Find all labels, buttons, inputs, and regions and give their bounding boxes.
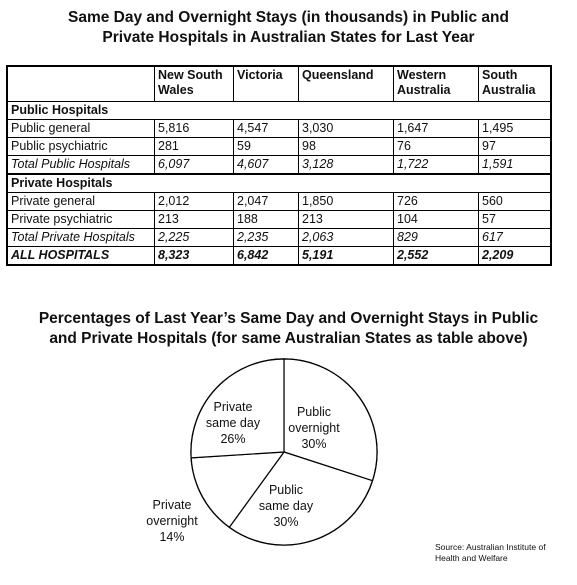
table-cell: 617 [478, 228, 552, 247]
slice-label-line: Public [269, 483, 303, 497]
row-label: ALL HOSPITALS [6, 246, 155, 266]
table-row: Total Private Hospitals 2,225 2,235 2,063 82… [6, 228, 552, 247]
slice-label-line: Public [297, 405, 331, 419]
table-cell: 5,816 [154, 119, 234, 138]
table-cell: 2,209 [478, 246, 552, 266]
column-header: Western Australia [393, 65, 479, 102]
slice-label: Public same day 30% [259, 483, 314, 529]
row-label: Total Private Hospitals [6, 228, 155, 247]
pie-title-line-1: Percentages of Last Year’s Same Day and … [38, 310, 539, 327]
pie-title-line-2: and Private Hospitals (for same Australi… [49, 330, 528, 347]
table-row: ALL HOSPITALS 8,323 6,842 5,191 2,552 2,209 [6, 246, 552, 266]
pie-slice [190, 451, 286, 529]
source-line-2: Health and Welfare [435, 553, 508, 563]
table-cell: 76 [393, 137, 479, 156]
slice-label-line: same day [206, 416, 261, 430]
table-cell: 2,063 [298, 228, 394, 247]
table-cell: 5,191 [298, 246, 394, 266]
table-title: Same Day and Overnight Stays (in thousan… [0, 8, 577, 48]
row-label: Public psychiatric [6, 137, 155, 156]
table-cell: 2,552 [393, 246, 479, 266]
table-row: Public psychiatric 281 59 98 76 97 [6, 137, 552, 156]
table-title-line-1: Same Day and Overnight Stays (in thousan… [68, 9, 509, 26]
slice-label-line: Private [214, 400, 253, 414]
table-cell: 4,607 [233, 155, 299, 175]
slice-label-line: 30% [273, 515, 298, 529]
table-title-line-2: Private Hospitals in Australian States f… [102, 29, 475, 46]
slice-label-line: Private [153, 498, 192, 512]
row-label: Private general [6, 192, 155, 211]
pie-chart-title: Percentages of Last Year’s Same Day and … [0, 309, 577, 349]
row-label: Total Public Hospitals [6, 155, 155, 175]
table-cell: 6,842 [233, 246, 299, 266]
column-header: Queensland [298, 65, 394, 102]
pie-slice [283, 358, 378, 482]
table-cell: 8,323 [154, 246, 234, 266]
source-note: Source: Australian Institute of Health a… [435, 542, 565, 564]
slice-label-line: 26% [220, 432, 245, 446]
table-cell: 829 [393, 228, 479, 247]
table-cell: 1,591 [478, 155, 552, 175]
row-label: Public general [6, 119, 155, 138]
slice-label-line: 30% [301, 437, 326, 451]
table-body: Public Hospitals Public general 5,816 4,547… [6, 101, 552, 266]
slice-label-line: same day [259, 499, 314, 513]
table-row: Private general 2,012 2,047 1,850 726 560 [6, 192, 552, 211]
source-line-1: Source: Australian Institute of [435, 542, 546, 552]
table-cell: 188 [233, 210, 299, 229]
slice-label: Private same day 26% [206, 400, 261, 446]
column-header: Victoria [233, 65, 299, 102]
table-row: Private Hospitals [6, 173, 552, 193]
pie-slice [190, 358, 285, 459]
row-label: Private psychiatric [6, 210, 155, 229]
slice-label-line: 14% [159, 530, 184, 544]
slice-label: Public overnight 30% [288, 405, 340, 451]
table-cell: 59 [233, 137, 299, 156]
table-cell: 1,647 [393, 119, 479, 138]
hospital-stays-table: New South Wales Victoria Queensland West… [6, 65, 552, 266]
table-cell: 2,012 [154, 192, 234, 211]
table-cell: 213 [154, 210, 234, 229]
table-cell: 97 [478, 137, 552, 156]
slice-label-line: overnight [146, 514, 198, 528]
column-header: New South Wales [154, 65, 234, 102]
table-row: Total Public Hospitals 6,097 4,607 3,128 1,7… [6, 155, 552, 175]
table-cell: 2,225 [154, 228, 234, 247]
table-cell: 98 [298, 137, 394, 156]
slice-label: Private overnight 14% [146, 498, 198, 544]
pie-slice [228, 451, 374, 546]
table-cell: 2,047 [233, 192, 299, 211]
row-label: Private Hospitals [6, 173, 552, 193]
slice-label-line: overnight [288, 421, 340, 435]
